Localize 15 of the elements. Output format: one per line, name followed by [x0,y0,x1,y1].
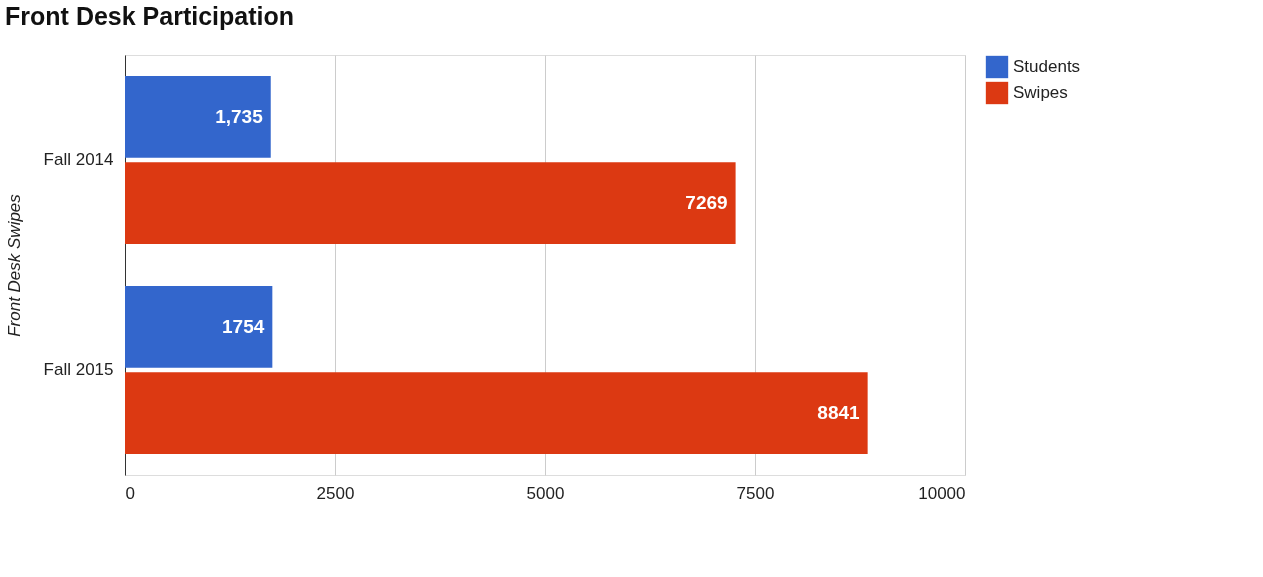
chart-title: Front Desk Participation [5,2,295,30]
x-tick-label: 7500 [736,483,775,503]
y-tick-label: Fall 2015 [43,360,114,379]
data-label: 7269 [685,192,728,214]
y-tick-label: Fall 2014 [43,150,114,169]
data-label: 1,735 [215,105,264,127]
x-tick-label: 2500 [316,483,355,503]
legend-label: Swipes [1013,83,1068,102]
x-tick-label: 5000 [526,483,565,503]
data-label: 8841 [817,402,861,424]
x-tick-label: 0 [125,483,135,503]
x-tick-label: 10000 [918,483,966,503]
data-label: 1754 [222,315,265,337]
legend-label: Students [1013,57,1081,76]
y-axis-title: Front Desk Swipes [4,193,24,337]
